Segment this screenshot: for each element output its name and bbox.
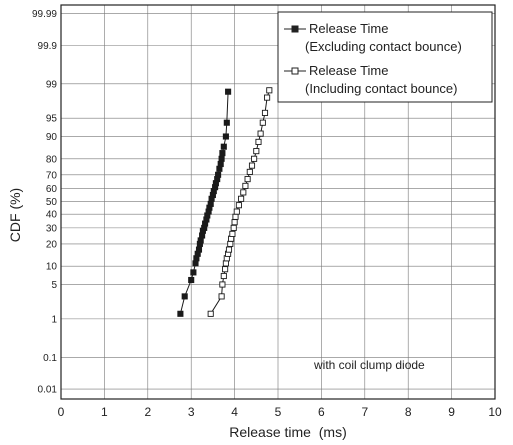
- data-point: [222, 133, 229, 140]
- x-tick-label: 3: [188, 405, 195, 419]
- legend-sublabel-excluding: (Excluding contact bounce): [305, 39, 462, 54]
- x-tick-label: 10: [488, 405, 502, 419]
- data-point: [220, 143, 227, 150]
- legend-label-excluding: Release Time: [309, 21, 388, 36]
- y-tick-label: 0.1: [43, 353, 57, 364]
- y-tick-label: 80: [46, 154, 58, 165]
- data-point: [261, 109, 269, 116]
- legend-marker-filled-square-icon: [291, 25, 299, 33]
- data-point: [232, 213, 239, 220]
- data-point: [222, 260, 229, 267]
- data-point: [195, 246, 203, 253]
- data-point: [197, 237, 204, 244]
- data-point: [253, 148, 260, 155]
- y-tick-label: 95: [46, 114, 58, 125]
- y-tick-label: 40: [46, 210, 58, 221]
- y-tick-label: 20: [46, 239, 58, 250]
- y-tick-label: 90: [46, 132, 58, 143]
- data-point: [242, 182, 249, 189]
- x-axis-label: Release time (ms): [229, 424, 346, 440]
- y-tick-label: 10: [46, 262, 58, 273]
- data-point: [223, 119, 230, 126]
- data-point: [219, 281, 226, 288]
- y-tick-label: 1: [51, 314, 57, 325]
- x-tick-label: 5: [275, 405, 282, 419]
- data-point: [219, 150, 226, 157]
- annotation-text: with coil clump diode: [313, 358, 425, 372]
- data-point: [231, 219, 238, 226]
- x-tick-label: 9: [448, 405, 455, 419]
- x-tick-label: 7: [361, 405, 368, 419]
- data-point: [257, 130, 264, 137]
- x-tick-labels: 0 1 2 3 4 5 6 7 8 9 10: [58, 405, 502, 419]
- data-point: [251, 155, 258, 162]
- x-tick-label: 2: [144, 405, 151, 419]
- y-tick-label: 70: [46, 170, 58, 181]
- data-point: [190, 269, 197, 276]
- series-including-bounce: [207, 87, 273, 317]
- data-point: [255, 138, 262, 145]
- data-point: [225, 88, 232, 95]
- data-point: [215, 171, 222, 178]
- data-point: [233, 208, 240, 215]
- x-tick-label: 6: [318, 405, 325, 419]
- y-tick-labels: 0.01 0.1 1 5 10 20 30 40 50 60 70 80 90 95 99 99.9 99.99: [32, 9, 57, 395]
- y-tick-label: 30: [46, 223, 58, 234]
- x-tick-label: 4: [231, 405, 238, 419]
- legend: Release Time (Excluding contact bounce) …: [277, 11, 493, 103]
- plot-frame: [60, 4, 496, 400]
- x-tick-label: 0: [58, 405, 65, 419]
- data-point: [235, 202, 242, 209]
- data-point: [244, 176, 251, 183]
- y-tick-label: 60: [46, 184, 58, 195]
- y-tick-label: 99.9: [38, 41, 58, 52]
- legend-sublabel-including: (Including contact bounce): [305, 81, 457, 96]
- x-tick-label: 1: [101, 405, 108, 419]
- data-point: [222, 266, 229, 273]
- y-tick-label: 5: [51, 280, 57, 291]
- data-point: [229, 230, 236, 237]
- y-axis-label: CDF (%): [7, 188, 23, 242]
- data-point: [177, 310, 184, 317]
- x-tick-label: 8: [405, 405, 412, 419]
- data-point: [207, 200, 214, 207]
- data-point: [248, 162, 256, 169]
- data-point: [217, 160, 224, 168]
- data-point: [188, 276, 195, 284]
- data-point: [266, 87, 273, 94]
- data-point: [264, 94, 271, 101]
- legend-box: [277, 11, 493, 103]
- y-tick-label: 0.01: [38, 385, 58, 396]
- data-point: [246, 168, 253, 175]
- y-tick-label: 99: [46, 79, 58, 90]
- data-point: [207, 310, 214, 317]
- data-point: [227, 240, 234, 247]
- data-point: [230, 224, 237, 231]
- series-excluding-bounce: [177, 88, 232, 317]
- data-point: [220, 272, 227, 280]
- legend-label-including: Release Time: [309, 63, 388, 78]
- legend-marker-open-square-icon: [291, 67, 299, 75]
- data-point: [225, 246, 233, 253]
- data-point: [181, 293, 188, 300]
- y-tick-label: 50: [46, 197, 58, 208]
- data-point: [192, 260, 199, 267]
- data-point: [218, 293, 225, 300]
- y-tick-label: 99.99: [32, 9, 57, 20]
- series-layer: [177, 87, 273, 317]
- data-point: [259, 119, 266, 126]
- data-point: [240, 189, 247, 196]
- data-point: [218, 155, 225, 162]
- data-point: [238, 195, 245, 202]
